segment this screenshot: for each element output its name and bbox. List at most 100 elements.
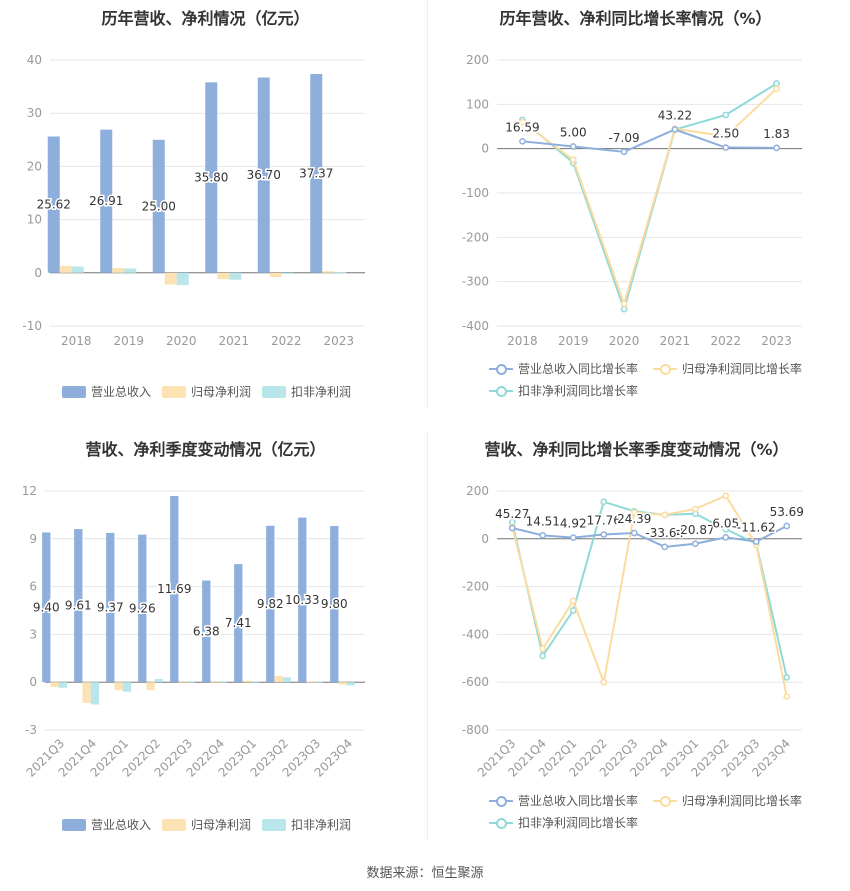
- data-point: [600, 531, 608, 538]
- bar-deducted-profit: [229, 272, 242, 280]
- legend-swatch: [262, 385, 286, 398]
- line-data-label: 45.27: [495, 507, 529, 521]
- quarterly-revenue-profit-chart: -30369122021Q32021Q42022Q12022Q22022Q320…: [22, 484, 365, 780]
- y-tick-label: 40: [27, 53, 42, 67]
- data-point: [519, 137, 526, 145]
- data-point: [722, 492, 730, 500]
- y-tick-label: 0: [34, 266, 42, 280]
- legend-item-deducted-profit[interactable]: 扣非净利润: [262, 816, 351, 833]
- data-point: [773, 80, 780, 87]
- legend-label: 扣非净利润同比增长率: [518, 816, 639, 830]
- legend-item-revenue-growth[interactable]: 营业总收入同比增长率: [489, 360, 638, 377]
- x-tick-label: 2019: [558, 334, 589, 348]
- data-point: [539, 531, 547, 539]
- line-data-label: 2.50: [712, 127, 739, 141]
- y-tick-label: 200: [466, 53, 489, 67]
- chart-title: 历年营收、净利同比增长率情况（%）: [499, 9, 772, 28]
- series-line-0: [512, 525, 788, 548]
- y-tick-label: 12: [22, 484, 37, 498]
- data-point: [620, 300, 628, 308]
- y-tick-label: 20: [27, 159, 42, 173]
- x-tick-label: 2020: [166, 334, 197, 348]
- y-tick-label: -300: [462, 275, 489, 289]
- legend-item-parent-profit[interactable]: 归母净利润: [162, 816, 251, 833]
- bar-revenue: [202, 580, 211, 683]
- legend-label: 扣非净利润同比增长率: [518, 384, 639, 398]
- chart-title: 营收、净利同比增长率季度变动情况（%）: [484, 440, 789, 459]
- y-tick-label: 10: [27, 213, 42, 227]
- data-point: [773, 144, 780, 152]
- bar-revenue: [74, 529, 83, 683]
- bar-parent-profit: [164, 272, 177, 285]
- bar-revenue: [42, 532, 51, 683]
- x-tick-label: 2021: [660, 334, 691, 348]
- data-point: [620, 305, 628, 313]
- y-tick-label: -600: [462, 675, 489, 689]
- bar-revenue: [100, 129, 113, 273]
- y-tick-label: -10: [22, 319, 42, 333]
- bar-data-label: 7.41: [225, 616, 252, 630]
- bar-deducted-profit: [122, 682, 132, 692]
- data-point: [691, 505, 699, 513]
- bar-parent-profit: [114, 682, 123, 691]
- bar-revenue: [47, 136, 60, 273]
- legend-item-revenue-growth[interactable]: 营业总收入同比增长率: [489, 792, 638, 809]
- data-source-note: 数据来源：恒生聚源: [366, 866, 484, 881]
- legend-item-parent-growth[interactable]: 归母净利润同比增长率: [653, 360, 802, 377]
- chart-legend: 营业总收入 归母净利润 扣非净利润: [0, 383, 427, 399]
- vertical-divider: [427, 432, 428, 840]
- data-point: [600, 498, 608, 506]
- legend-swatch: [62, 818, 86, 831]
- x-tick-label: 2022: [710, 334, 741, 348]
- legend-label: 归母净利润同比增长率: [682, 794, 803, 808]
- y-tick-label: 0: [481, 532, 489, 546]
- legend-item-parent-growth[interactable]: 归母净利润同比增长率: [653, 792, 802, 809]
- series-line-0: [522, 128, 777, 153]
- legend-item-deducted-growth[interactable]: 扣非净利润同比增长率: [489, 814, 638, 831]
- legend-swatch: [262, 818, 286, 831]
- bar-parent-profit: [50, 682, 59, 687]
- annual-revenue-profit-chart: -10 0 10 20 30 40 2018 2019 2020 2021 2022 2023 25.6…: [22, 53, 365, 348]
- x-tick-label: 2023: [761, 334, 792, 348]
- legend-label: 归母净利润同比增长率: [682, 362, 803, 376]
- bar-parent-profit: [146, 682, 155, 691]
- line-data-label: 24.39: [617, 512, 651, 526]
- legend-item-revenue[interactable]: 营业总收入: [62, 816, 151, 833]
- legend-item-revenue[interactable]: 营业总收入: [62, 383, 151, 400]
- legend-swatch: [162, 818, 186, 831]
- annual-revenue-profit-panel: 历年营收、净利情况（亿元） -10 0 10 20 30 40 2018 2019 2020 20…: [0, 0, 427, 420]
- legend-item-deducted-growth[interactable]: 扣非净利润同比增长率: [489, 382, 638, 399]
- legend-label: 归母净利润: [191, 385, 252, 399]
- bar-data-label: 9.82: [257, 597, 284, 611]
- chart-title: 历年营收、净利情况（亿元）: [101, 9, 310, 28]
- y-tick-label: -200: [462, 580, 489, 594]
- bar-deducted-profit: [250, 682, 260, 684]
- data-point: [569, 156, 577, 164]
- y-tick-label: 100: [466, 97, 489, 111]
- legend-item-deducted-profit[interactable]: 扣非净利润: [262, 383, 351, 400]
- bar-deducted-profit: [176, 272, 189, 286]
- bar-data-label: 9.80: [321, 597, 348, 611]
- series-line-2: [521, 82, 778, 313]
- bar-deducted-profit: [154, 679, 164, 683]
- data-point: [783, 522, 791, 530]
- data-point: [539, 645, 547, 653]
- y-tick-label: -100: [462, 186, 489, 200]
- line-data-label: 6.05: [712, 516, 739, 530]
- bar-deducted-profit: [314, 681, 324, 683]
- bar-deducted-profit: [218, 681, 228, 683]
- legend-label: 营业总收入: [91, 385, 152, 399]
- y-tick-label: -200: [462, 230, 489, 244]
- line-data-label: -33.64: [645, 526, 684, 540]
- bar-deducted-profit: [346, 682, 356, 686]
- data-point: [722, 534, 730, 541]
- data-point: [722, 144, 730, 151]
- bar-parent-profit: [338, 682, 347, 685]
- bar-data-label: 11.69: [157, 582, 191, 596]
- y-tick-label: 30: [27, 106, 42, 120]
- x-tick-label: 2018: [61, 334, 92, 348]
- y-tick-label: 6: [29, 580, 37, 594]
- y-tick-label: -400: [462, 627, 489, 641]
- legend-label: 扣非净利润: [291, 385, 352, 399]
- legend-item-parent-profit[interactable]: 归母净利润: [162, 383, 251, 400]
